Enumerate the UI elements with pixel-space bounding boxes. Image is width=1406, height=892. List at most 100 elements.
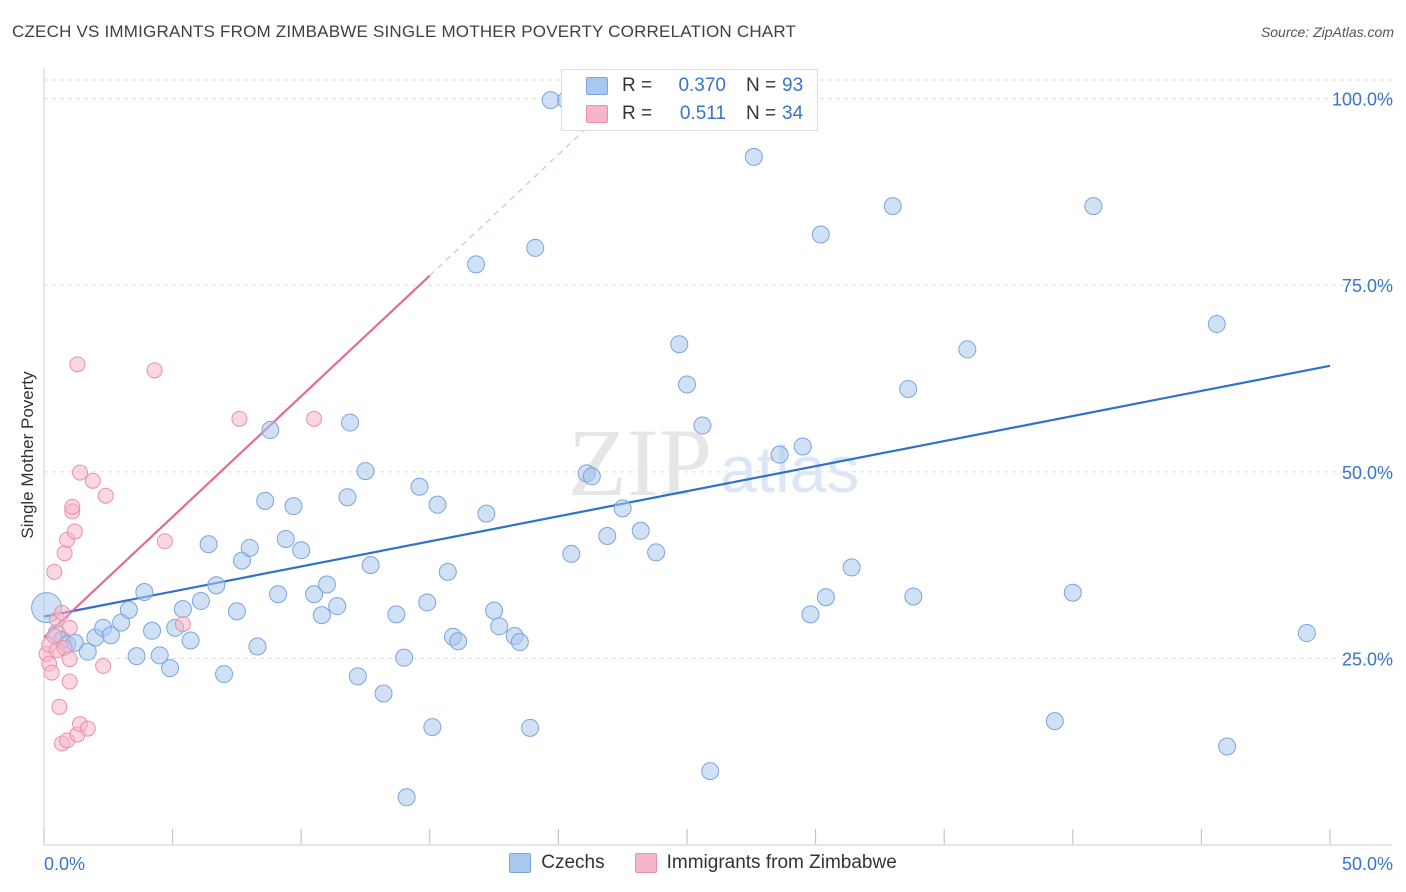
czechs-point	[428, 495, 447, 514]
axes	[43, 68, 1392, 846]
czechs-point	[397, 788, 416, 807]
czechs-point	[801, 605, 820, 624]
czechs-point	[181, 631, 200, 650]
czechs-point	[467, 255, 486, 274]
czechs-point	[670, 335, 689, 354]
y-tick-label: 75.0%	[1342, 276, 1393, 296]
czechs-point	[269, 585, 288, 604]
czechs-point	[261, 421, 280, 440]
zimbabwe-point	[84, 472, 101, 489]
czechs-point	[1207, 315, 1226, 334]
czechs-point	[811, 225, 830, 244]
czechs-point	[317, 575, 336, 594]
zimbabwe-legend-swatch	[634, 853, 657, 873]
zimbabwe-point	[97, 487, 114, 504]
zimbabwe-point	[56, 545, 73, 562]
zimbabwe-point	[43, 664, 60, 681]
legend-label-czechs: Czechs	[541, 852, 605, 873]
czechs-point	[613, 499, 632, 518]
czechs-point	[521, 718, 540, 737]
czechs-point	[119, 600, 138, 619]
r-label: R =	[622, 75, 653, 96]
bottom-legend: Czechs Immigrants from Zimbabwe	[0, 852, 1406, 874]
n-value: 93	[782, 75, 804, 96]
czechs-point	[647, 543, 666, 562]
y-tick-label: 25.0%	[1342, 649, 1393, 669]
zimbabwe-point	[79, 720, 96, 737]
zimbabwe-point	[66, 523, 83, 540]
czechs-point	[161, 659, 180, 678]
czechs-point	[631, 521, 650, 540]
zimbabwe-point	[95, 657, 112, 674]
zimbabwe-swatch	[586, 105, 608, 123]
czechs-point	[387, 605, 406, 624]
czechs-point	[227, 602, 246, 621]
czechs-point	[240, 538, 259, 557]
czechs-point	[744, 147, 763, 166]
r-value: 0.511	[679, 103, 726, 124]
x-tick-label: 50.0%	[1342, 854, 1393, 874]
czechs-point	[1218, 737, 1237, 756]
czechs-point	[883, 197, 902, 216]
czechs-point	[207, 576, 226, 595]
tick-labels: 25.0% 50.0% 75.0% 100.0% 0.0% 50.0%	[44, 90, 1393, 874]
czechs-point	[477, 504, 496, 523]
watermark: ZIP atlas	[568, 409, 859, 516]
czechs-point	[438, 562, 457, 581]
czechs-point	[143, 621, 162, 640]
czechs-point	[693, 416, 712, 435]
czechs-point	[899, 379, 918, 398]
czechs-point	[1063, 583, 1082, 602]
czechs-point	[510, 632, 529, 651]
czechs-point	[356, 462, 375, 481]
czechs-point	[305, 585, 324, 604]
czechs-point	[135, 582, 154, 601]
czechs-point	[678, 375, 696, 394]
x-tick-label: 0.0%	[44, 854, 85, 874]
n-value: 34	[782, 103, 804, 124]
r-value: 0.370	[678, 75, 726, 96]
czechs-point	[958, 340, 977, 359]
czechs-legend-swatch	[509, 853, 532, 873]
czechs-point	[701, 762, 720, 781]
czechs-point	[173, 600, 192, 619]
grid-lines	[44, 79, 1392, 659]
legend-item-zimbabwe[interactable]: Immigrants from Zimbabwe	[634, 852, 897, 874]
czechs-point	[191, 591, 210, 610]
czechs-point	[256, 491, 275, 510]
czechs-point	[418, 593, 437, 612]
zimbabwe-point	[69, 356, 86, 373]
czechs-point	[526, 238, 545, 257]
zimbabwe-point	[64, 498, 81, 515]
stats-row-czechs: R = 0.370 N = 93	[586, 74, 803, 98]
zimbabwe-point	[51, 698, 68, 715]
zimbabwe-point	[156, 533, 173, 550]
czechs-point	[449, 632, 468, 651]
czechs-point	[374, 684, 393, 703]
czechs-points	[31, 91, 1316, 807]
czechs-point	[904, 587, 923, 606]
czechs-point	[582, 467, 601, 486]
legend-item-czechs[interactable]: Czechs	[509, 852, 605, 874]
czechs-trend-line	[43, 364, 1331, 618]
czechs-point	[842, 558, 861, 577]
czechs-point	[395, 648, 414, 667]
source-label: Source: ZipAtlas.com	[1260, 24, 1394, 40]
chart-title: CZECH VS IMMIGRANTS FROM ZIMBABWE SINGLE…	[12, 22, 797, 41]
czechs-point	[101, 626, 120, 645]
czechs-point	[485, 601, 504, 620]
czechs-point	[248, 637, 267, 656]
n-label: N =	[746, 103, 777, 124]
watermark-atlas: atlas	[720, 432, 859, 506]
czechs-point	[770, 445, 789, 464]
zimbabwe-point	[54, 604, 71, 621]
czechs-point	[816, 588, 835, 607]
czechs-point	[150, 646, 169, 665]
czechs-point	[348, 667, 367, 686]
stats-row-zimbabwe: R = 0.511 N = 34	[586, 102, 803, 126]
czechs-point	[1045, 712, 1064, 731]
legend-label-zimbabwe: Immigrants from Zimbabwe	[666, 852, 897, 873]
zimbabwe-trend-extension	[429, 105, 611, 276]
r-label: R =	[622, 103, 653, 124]
